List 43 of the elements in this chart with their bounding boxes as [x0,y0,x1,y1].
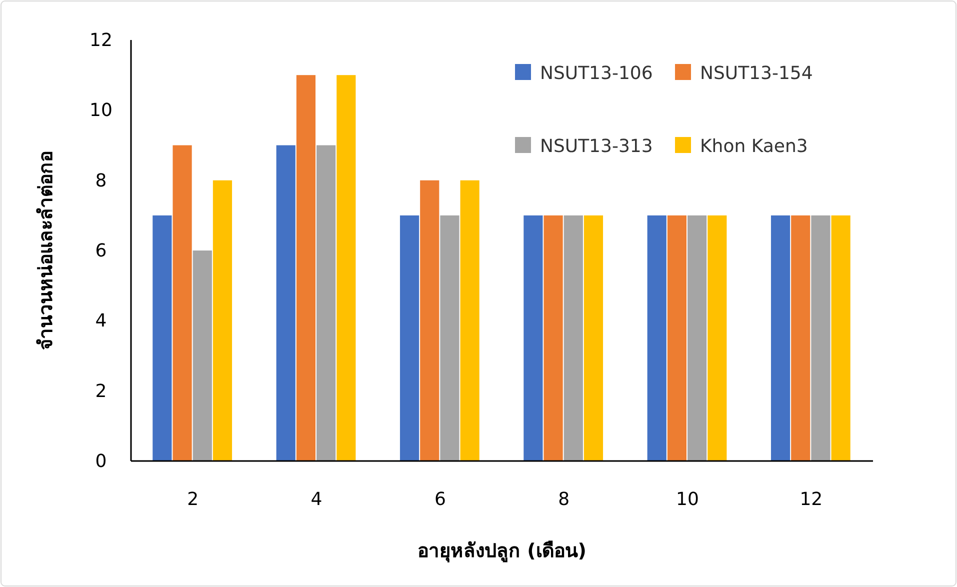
bar [336,75,356,461]
bar [564,215,583,461]
y-axis-title: จำนวนหน่อและลำต่อกอ [35,151,57,350]
bar [276,145,296,461]
bar [460,180,480,461]
x-tick-label: 12 [800,489,823,510]
bar [791,215,810,461]
y-tick-label: 0 [95,451,107,472]
y-tick-label: 6 [95,240,107,262]
bar [440,215,460,461]
bar [811,215,830,461]
bar [544,215,563,461]
y-tick-label: 4 [95,310,107,332]
bar [296,75,316,461]
x-tick-label: 10 [676,489,699,510]
legend-label: NSUT13-106 [540,63,653,84]
legend-label: NSUT13-313 [540,136,653,157]
bar [192,250,212,461]
bar [584,215,604,461]
y-tick-label: 2 [95,380,107,402]
bar [400,215,420,461]
bar [316,145,336,461]
bar [688,215,707,461]
y-tick-label: 10 [90,100,112,122]
bar [831,215,850,461]
bar [420,180,440,461]
bar [770,215,790,461]
y-tick-label: 8 [95,170,107,192]
x-axis-title: อายุหลังปลูก (เดือน) [418,540,586,563]
legend-label: Khon Kaen3 [700,136,808,157]
x-tick-label: 8 [558,489,570,510]
bar [524,215,543,461]
bar [647,215,666,461]
legend-label: NSUT13-154 [700,63,813,84]
x-tick-label: 6 [434,489,446,510]
y-tick-label: 12 [90,30,112,51]
bar [172,145,192,461]
bar [708,215,727,461]
x-tick-label: 4 [310,489,322,510]
x-tick-label: 2 [187,489,199,510]
bar [152,215,172,461]
bar [667,215,686,461]
bar [212,180,232,461]
